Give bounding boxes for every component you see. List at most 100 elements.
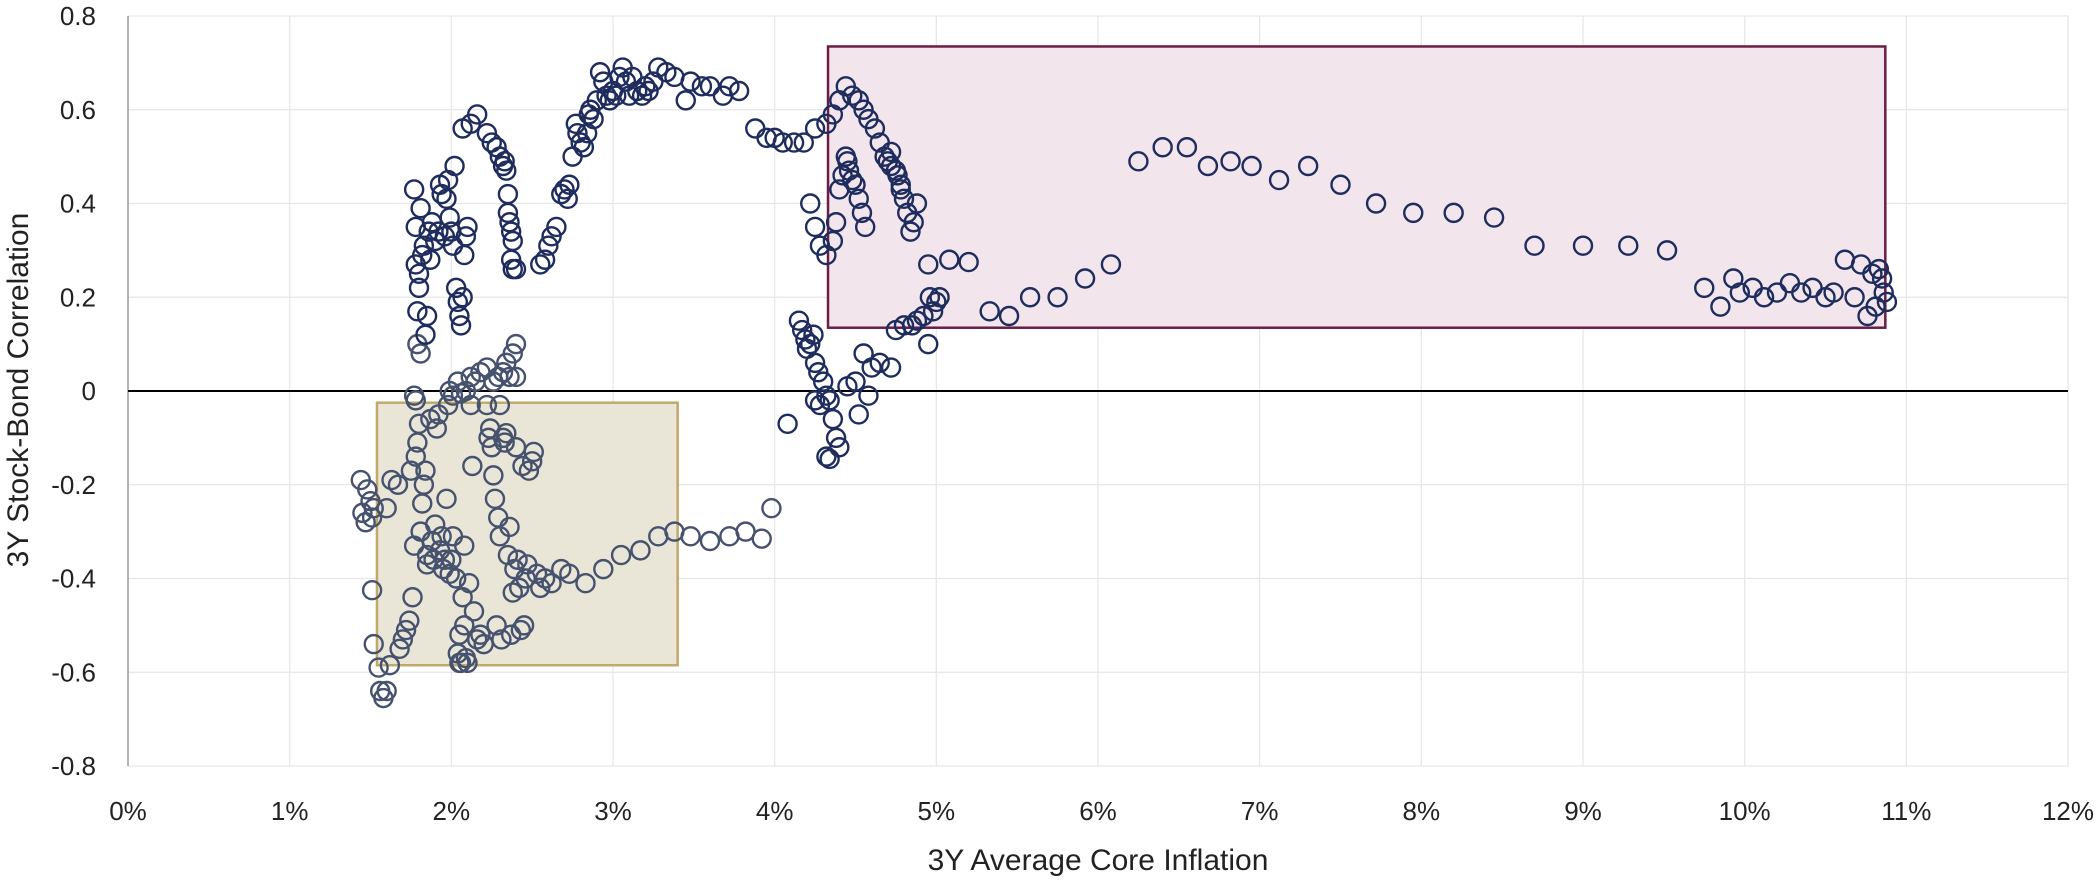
data-point xyxy=(437,394,459,416)
data-point xyxy=(403,179,425,200)
data-point xyxy=(454,535,475,556)
data-point xyxy=(434,549,456,570)
data-point xyxy=(869,352,890,374)
data-point xyxy=(893,315,915,336)
data-point xyxy=(486,615,507,636)
data-point xyxy=(534,568,556,589)
data-point xyxy=(530,577,551,599)
data-point xyxy=(454,615,475,636)
data-point xyxy=(1483,207,1505,228)
data-point xyxy=(1524,235,1545,256)
y-tick-label: 0.2 xyxy=(60,282,96,312)
data-points xyxy=(350,57,1898,709)
data-point xyxy=(392,629,414,650)
data-point xyxy=(958,251,979,273)
data-point xyxy=(829,179,850,200)
data-point xyxy=(439,207,460,228)
data-point xyxy=(462,455,483,477)
data-point xyxy=(399,610,420,631)
data-point xyxy=(1876,291,1898,313)
data-point xyxy=(1268,169,1290,191)
data-point xyxy=(541,226,562,247)
y-tick-label: 0.6 xyxy=(60,95,96,125)
data-point xyxy=(1844,287,1865,308)
data-point xyxy=(855,216,876,238)
data-point xyxy=(804,118,826,139)
data-point xyxy=(1871,268,1893,289)
data-point xyxy=(804,352,826,374)
data-point xyxy=(1791,282,1812,303)
x-tick-label: 8% xyxy=(1403,796,1441,826)
data-point xyxy=(858,385,879,406)
data-point xyxy=(808,362,829,383)
data-point xyxy=(887,165,908,186)
data-point xyxy=(1365,193,1387,214)
data-point xyxy=(680,526,701,547)
data-point xyxy=(1694,277,1715,299)
x-tick-label: 6% xyxy=(1079,796,1117,826)
data-point xyxy=(880,357,902,378)
data-point xyxy=(436,488,457,510)
data-point xyxy=(918,333,939,355)
data-point xyxy=(1443,202,1464,224)
data-point xyxy=(848,90,869,111)
data-point xyxy=(523,441,544,463)
data-point xyxy=(413,474,435,495)
data-point xyxy=(476,122,498,144)
data-point xyxy=(452,287,473,308)
data-point xyxy=(913,305,934,327)
data-point xyxy=(609,66,630,88)
data-point xyxy=(444,155,465,177)
x-tick-label: 3% xyxy=(594,796,632,826)
data-point xyxy=(845,371,866,392)
data-point xyxy=(510,619,532,641)
y-axis-title: 3Y Stock-Bond Correlation xyxy=(2,213,35,568)
data-point xyxy=(445,568,467,589)
data-point xyxy=(1197,155,1219,177)
data-point xyxy=(546,216,567,238)
data-point xyxy=(499,212,520,233)
data-point xyxy=(728,80,750,102)
data-point xyxy=(575,572,596,594)
data-point xyxy=(1403,202,1424,224)
data-point xyxy=(919,287,941,308)
y-tick-label: 0.4 xyxy=(60,189,96,219)
x-tick-label: 12% xyxy=(2042,796,2094,826)
data-point xyxy=(402,587,423,608)
data-point xyxy=(395,619,417,641)
data-point xyxy=(357,479,378,500)
data-point xyxy=(494,151,515,172)
y-tick-label: 0.8 xyxy=(60,1,96,31)
data-point xyxy=(1572,235,1594,256)
data-point xyxy=(906,310,928,331)
data-point xyxy=(800,193,821,214)
data-point xyxy=(457,216,478,238)
data-point xyxy=(880,141,902,163)
x-axis-title: 3Y Average Core Inflation xyxy=(928,844,1269,877)
data-point xyxy=(1100,254,1122,275)
data-point xyxy=(368,657,389,678)
data-point xyxy=(699,530,721,552)
data-point xyxy=(842,85,863,106)
data-point xyxy=(1152,137,1173,158)
data-point xyxy=(599,90,620,111)
data-point xyxy=(381,469,402,491)
data-point xyxy=(457,652,478,674)
data-point xyxy=(491,629,512,650)
data-point xyxy=(929,287,950,308)
data-point xyxy=(1862,263,1883,285)
x-tick-label: 9% xyxy=(1564,796,1602,826)
data-point xyxy=(497,202,519,224)
data-point xyxy=(416,305,438,327)
data-point xyxy=(505,333,527,355)
data-point xyxy=(454,244,475,266)
data-point xyxy=(463,601,485,622)
data-point xyxy=(837,151,858,172)
data-point xyxy=(538,235,559,256)
data-point xyxy=(363,633,384,655)
data-point xyxy=(812,371,834,392)
data-point xyxy=(864,118,886,139)
data-point xyxy=(825,212,847,233)
data-point xyxy=(410,197,431,219)
